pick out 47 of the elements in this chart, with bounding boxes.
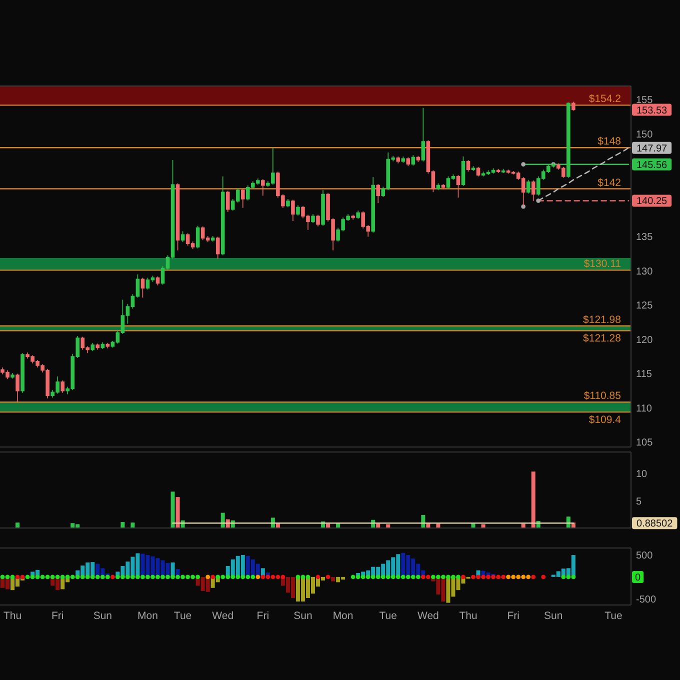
y-tick-label: -500	[636, 594, 656, 606]
y-tick-label: 130	[636, 266, 654, 278]
ref-line-label: $154.2	[588, 93, 622, 106]
y-tick-label: 105	[636, 438, 654, 449]
ref-line-label: $142	[598, 176, 622, 189]
x-tick-label: Mon	[138, 610, 158, 622]
x-tick-label: Thu	[3, 610, 22, 622]
ref-line-label: $121.98	[583, 314, 622, 326]
tag-box: 147.97	[632, 142, 672, 154]
tag-box: 140.25	[632, 194, 672, 208]
x-tick-label: Mon	[332, 610, 354, 622]
annotation: 140.25	[636, 196, 668, 208]
tag-box: 0.88502	[632, 517, 678, 530]
y-tick-label: 500	[636, 550, 654, 562]
y-tick-label: 135	[636, 232, 654, 244]
x-tick-label: Tue	[379, 610, 398, 622]
x-tick-label: Sun	[93, 610, 112, 622]
y-tick-label: 120	[636, 334, 654, 346]
x-tick-label: Fri	[507, 610, 520, 622]
x-tick-label: Tue	[604, 610, 622, 622]
annotation: 0	[635, 572, 642, 584]
annotation: 145.56	[636, 160, 668, 171]
tag-box: 145.56	[632, 158, 672, 171]
y-tick-label: 125	[636, 300, 654, 312]
tag-box: 153.53	[632, 104, 672, 116]
y-tick-label: 110	[636, 403, 652, 414]
y-tick-label: 155	[636, 95, 654, 106]
x-tick-label: Sun	[294, 610, 312, 622]
tag-box: 0	[632, 570, 644, 584]
x-tick-label: Tue	[174, 610, 192, 622]
annotation: 147.97	[636, 143, 668, 154]
x-tick-label: Sun	[544, 610, 563, 622]
x-tick-label: Fri	[256, 610, 270, 622]
x-tick-label: Wed	[212, 610, 234, 622]
ref-line-label: $148	[598, 136, 622, 148]
x-tick-label: Fri	[51, 610, 64, 622]
ref-line-label: $109.4	[588, 414, 622, 426]
x-tick-label: Wed	[417, 610, 440, 622]
y-tick-label: 10	[636, 469, 648, 480]
ref-line-label: $130.11	[584, 258, 622, 270]
y-tick-label: 5	[636, 496, 642, 508]
annotation: 153.53	[636, 105, 668, 116]
x-tick-label: Thu	[459, 610, 478, 622]
y-tick-label: 115	[636, 369, 652, 380]
y-tick-label: 150	[636, 129, 654, 140]
ref-line-label: $110.85	[584, 390, 622, 402]
ref-line-label: $121.28	[583, 332, 622, 345]
